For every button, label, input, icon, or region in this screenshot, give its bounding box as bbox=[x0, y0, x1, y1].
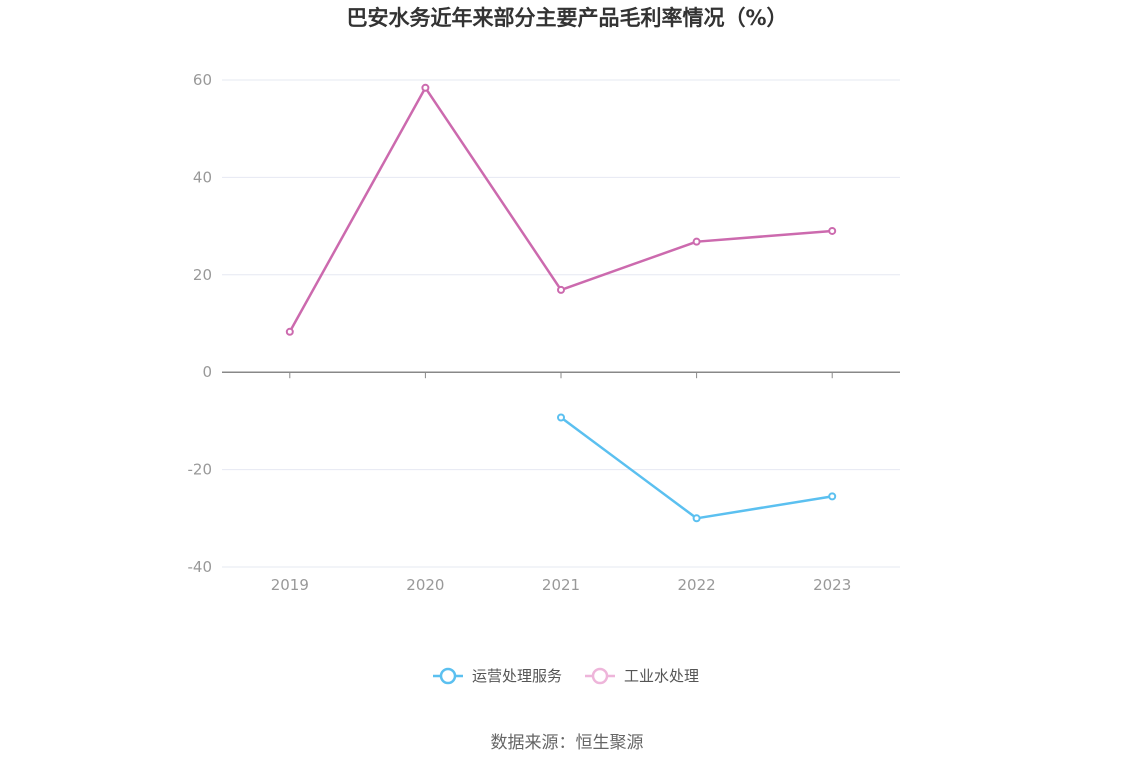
y-tick-label: 20 bbox=[193, 266, 212, 284]
data-point[interactable] bbox=[557, 285, 565, 294]
data-point[interactable] bbox=[692, 237, 701, 246]
y-tick-label: -20 bbox=[188, 461, 213, 479]
x-tick-label: 2019 bbox=[271, 576, 309, 594]
series-line-2 bbox=[288, 86, 833, 333]
legend-item-2[interactable]: 工业水处理 bbox=[585, 667, 699, 685]
y-tick-label: 40 bbox=[193, 168, 212, 186]
grid-lines bbox=[222, 79, 900, 568]
data-point[interactable] bbox=[828, 226, 837, 235]
legend-marker bbox=[591, 667, 609, 685]
legend-label: 工业水处理 bbox=[624, 667, 699, 685]
data-point[interactable] bbox=[421, 83, 430, 92]
x-tick-label: 2020 bbox=[406, 576, 444, 594]
y-tick-label: 60 bbox=[193, 71, 212, 89]
legend-marker bbox=[439, 667, 457, 685]
y-tick-label: 0 bbox=[202, 363, 212, 381]
x-tick-label: 2022 bbox=[678, 576, 716, 594]
source-text: 数据来源：恒生聚源 bbox=[491, 733, 644, 753]
x-tick-label: 2023 bbox=[813, 576, 851, 594]
data-point[interactable] bbox=[285, 327, 294, 336]
legend-item-1[interactable]: 运营处理服务 bbox=[433, 667, 562, 685]
y-tick-label: -40 bbox=[188, 558, 213, 576]
data-point[interactable] bbox=[828, 492, 837, 501]
x-tick-label: 2021 bbox=[542, 576, 580, 594]
series-line-1 bbox=[560, 416, 833, 520]
data-point[interactable] bbox=[692, 514, 701, 523]
legend[interactable]: 运营处理服务 工业水处理 bbox=[433, 667, 699, 685]
chart-title: 巴安水务近年来部分主要产品毛利率情况（%） bbox=[346, 6, 787, 30]
series-layer bbox=[285, 83, 837, 523]
legend-label: 运营处理服务 bbox=[472, 667, 562, 685]
axes: 60 40 20 0 -20 -40 2019 2020 2021 2022 2023 bbox=[188, 71, 900, 594]
data-point[interactable] bbox=[557, 413, 565, 422]
